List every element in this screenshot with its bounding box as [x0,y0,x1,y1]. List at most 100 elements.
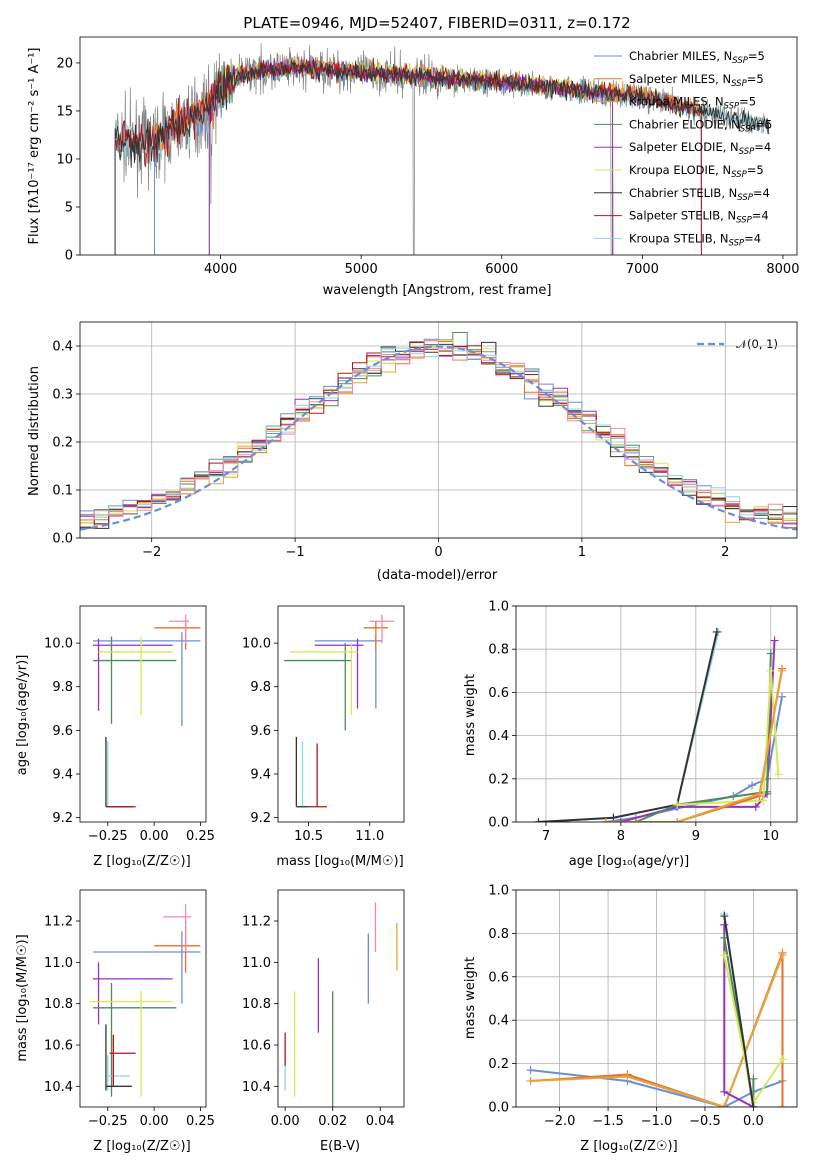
hist-xtick-label: 2 [721,545,729,560]
massEBV-xtick-label: 0.04 [366,1114,395,1129]
mwAge-xtick-label: 7 [542,829,550,844]
massEBV-axes: 0.00 0.02 0.04 10.4 10.6 10.8 11.0 11.2 [242,915,395,1130]
mwZ-marker-kroupa_elodie [720,951,729,960]
spectrum-legend-entry: Salpeter STELIB, NSSP=4 [629,209,769,226]
hist-ytick-label: 0.2 [52,436,73,451]
hist-xtick-label: 0 [434,545,442,560]
mwZ-ytick-label: 0.4 [488,1014,509,1029]
spectrum-model-salpeter_elodie [208,57,614,255]
mwAge-plot-area [534,627,787,822]
hist-xtick-label: −1 [286,545,305,560]
hist-ytick-label: 0.1 [52,484,73,499]
mwZ-marker-chabrier_stelib [749,1103,758,1107]
massZ-xtick-label: 0.25 [186,1114,215,1129]
mwAge-xtick-label: 9 [692,829,700,844]
hist-ytick-label: 0.0 [52,532,73,547]
mwAge-marker-kroupa_miles [778,666,787,675]
spectrum-model-salpeter_stelib [114,57,702,255]
hist-xlabel: (data-model)/error [377,568,498,583]
massZ-xtick-label: −0.25 [88,1114,128,1129]
spectrum-xtick-label: 7000 [626,262,659,277]
mwAge-ytick-label: 0.6 [488,686,509,701]
ageM-ytick-label: 9.2 [250,811,271,826]
massZ-xtick-label: 0.00 [140,1114,169,1129]
mwAge-frame [515,605,798,823]
spectrum-xtick-label: 4000 [204,262,237,277]
hist-plot-area [80,332,797,531]
mwZ-xlabel: Z [log₁₀(Z/Z☉)] [580,1139,677,1154]
spectrum-ytick-label: 10 [56,152,73,167]
mwAge-series-chabrier_stelib [538,631,718,822]
mwZ-frame [515,889,798,1108]
spectrum-legend-entry: Kroupa STELIB, NSSP=4 [629,231,761,248]
ageM-ytick-label: 9.4 [250,768,271,783]
spectrum-legend-entry: Chabrier ELODIE, NSSP=5 [629,117,772,134]
hist-xtick-label: 1 [578,545,586,560]
mwZ-marker-chabrier_elodie [749,1074,758,1083]
gauss-legend-label: 𝒩(0, 1) [736,337,778,351]
mwAge-marker-kroupa_elodie [759,796,768,805]
massEBV-ytick-label: 10.6 [242,1039,271,1054]
mwAge-ylabel: mass weight [463,674,478,756]
mwZ-marker-kroupa_elodie [778,1055,787,1064]
mwAge-marker-chabrier_elodie [766,649,775,658]
mwAge-xlabel: age [log₁₀(age/yr)] [569,854,690,869]
mwAge-series-kroupa_elodie [677,670,780,806]
spectrum-ytick-label: 20 [56,56,73,71]
massZ-ytick-label: 10.8 [44,997,73,1012]
spectrum-axes: 4000 5000 6000 7000 8000 0 5 10 15 20 [56,56,799,277]
ageM-axes: 10.5 11.0 9.2 9.4 9.6 9.8 10.0 [242,637,384,844]
ageM-xtick-label: 10.5 [294,829,323,844]
mwAge-marker-kroupa_miles [673,818,682,822]
mwZ-marker-kroupa_miles [623,1072,632,1081]
mwZ-ytick-label: 0.6 [488,970,509,985]
mwAge-marker-salpeter_elodie [770,636,779,645]
mwZ-xtick-label: −1.5 [592,1114,624,1129]
massZ-axes: −0.25 0.00 0.25 10.4 10.6 10.8 11.0 11.2 [44,915,215,1130]
spectrum-model-chabrier_stelib [114,59,770,255]
mwAge-series-chabrier_elodie [635,653,772,822]
mwAge-ytick-label: 0.0 [488,816,509,831]
mwZ-series-salpeter_miles [530,952,784,1107]
mwAge-ytick-label: 0.2 [488,772,509,787]
hist-normal-curve [80,345,797,531]
ageM-xtick-label: 11.0 [355,829,384,844]
massEBV-ytick-label: 10.4 [242,1080,271,1095]
hist-xtick-label: −2 [142,545,161,560]
mwAge-marker-kroupa_miles [755,789,764,798]
spectrum-xtick-label: 8000 [766,262,799,277]
hist-ytick-label: 0.3 [52,388,73,403]
massEBV-frame [277,889,405,1108]
massZ-plot-area [89,904,201,1097]
spectrum-ylabel: Flux [fλ10⁻¹⁷ erg cm⁻² s⁻¹ A⁻¹] [27,48,42,245]
ageM-plot-area [284,614,395,808]
ageZ-xlabel: Z [log₁₀(Z/Z☉)] [93,854,190,869]
massZ-ylabel: mass [log₁₀(M/M☉)] [15,934,30,1061]
mwZ-marker-chabrier_stelib [720,912,729,921]
mwAge-xtick-label: 10 [762,829,779,844]
mwAge-marker-chabrier_stelib [712,627,721,636]
mwZ-plot-area [526,909,787,1107]
ageZ-plot-area [92,614,201,808]
hist-frame [79,321,798,539]
ageZ-axes: −0.25 0.00 0.25 9.2 9.4 9.6 9.8 10.0 [44,637,215,844]
spectrum-legend-entry: Salpeter MILES, NSSP=5 [629,72,764,89]
massEBV-xtick-label: 0.02 [318,1114,347,1129]
mwZ-marker-kroupa_miles [526,1076,535,1085]
spectrum-frame [79,36,798,256]
massEBV-plot-area [284,902,398,1107]
spectrum-ytick-label: 5 [65,200,73,215]
ageM-ytick-label: 9.6 [250,724,271,739]
massEBV-xlabel: E(B-V) [320,1139,360,1154]
mwAge-series-kroupa_miles [605,670,783,822]
hist-ylabel: Normed distribution [27,366,42,496]
mwZ-ytick-label: 0.0 [488,1101,509,1116]
massEBV-xtick-label: 0.00 [271,1114,300,1129]
mwAge-marker-salpeter_elodie [751,802,760,811]
massZ-ytick-label: 10.6 [44,1039,73,1054]
ageZ-xtick-label: −0.25 [88,829,128,844]
spectrum-legend-entry: Salpeter ELODIE, NSSP=4 [629,140,771,157]
mwZ-ytick-label: 0.8 [488,927,509,942]
mwZ-xtick-label: 0.0 [743,1114,764,1129]
mwAge-ytick-label: 0.8 [488,643,509,658]
